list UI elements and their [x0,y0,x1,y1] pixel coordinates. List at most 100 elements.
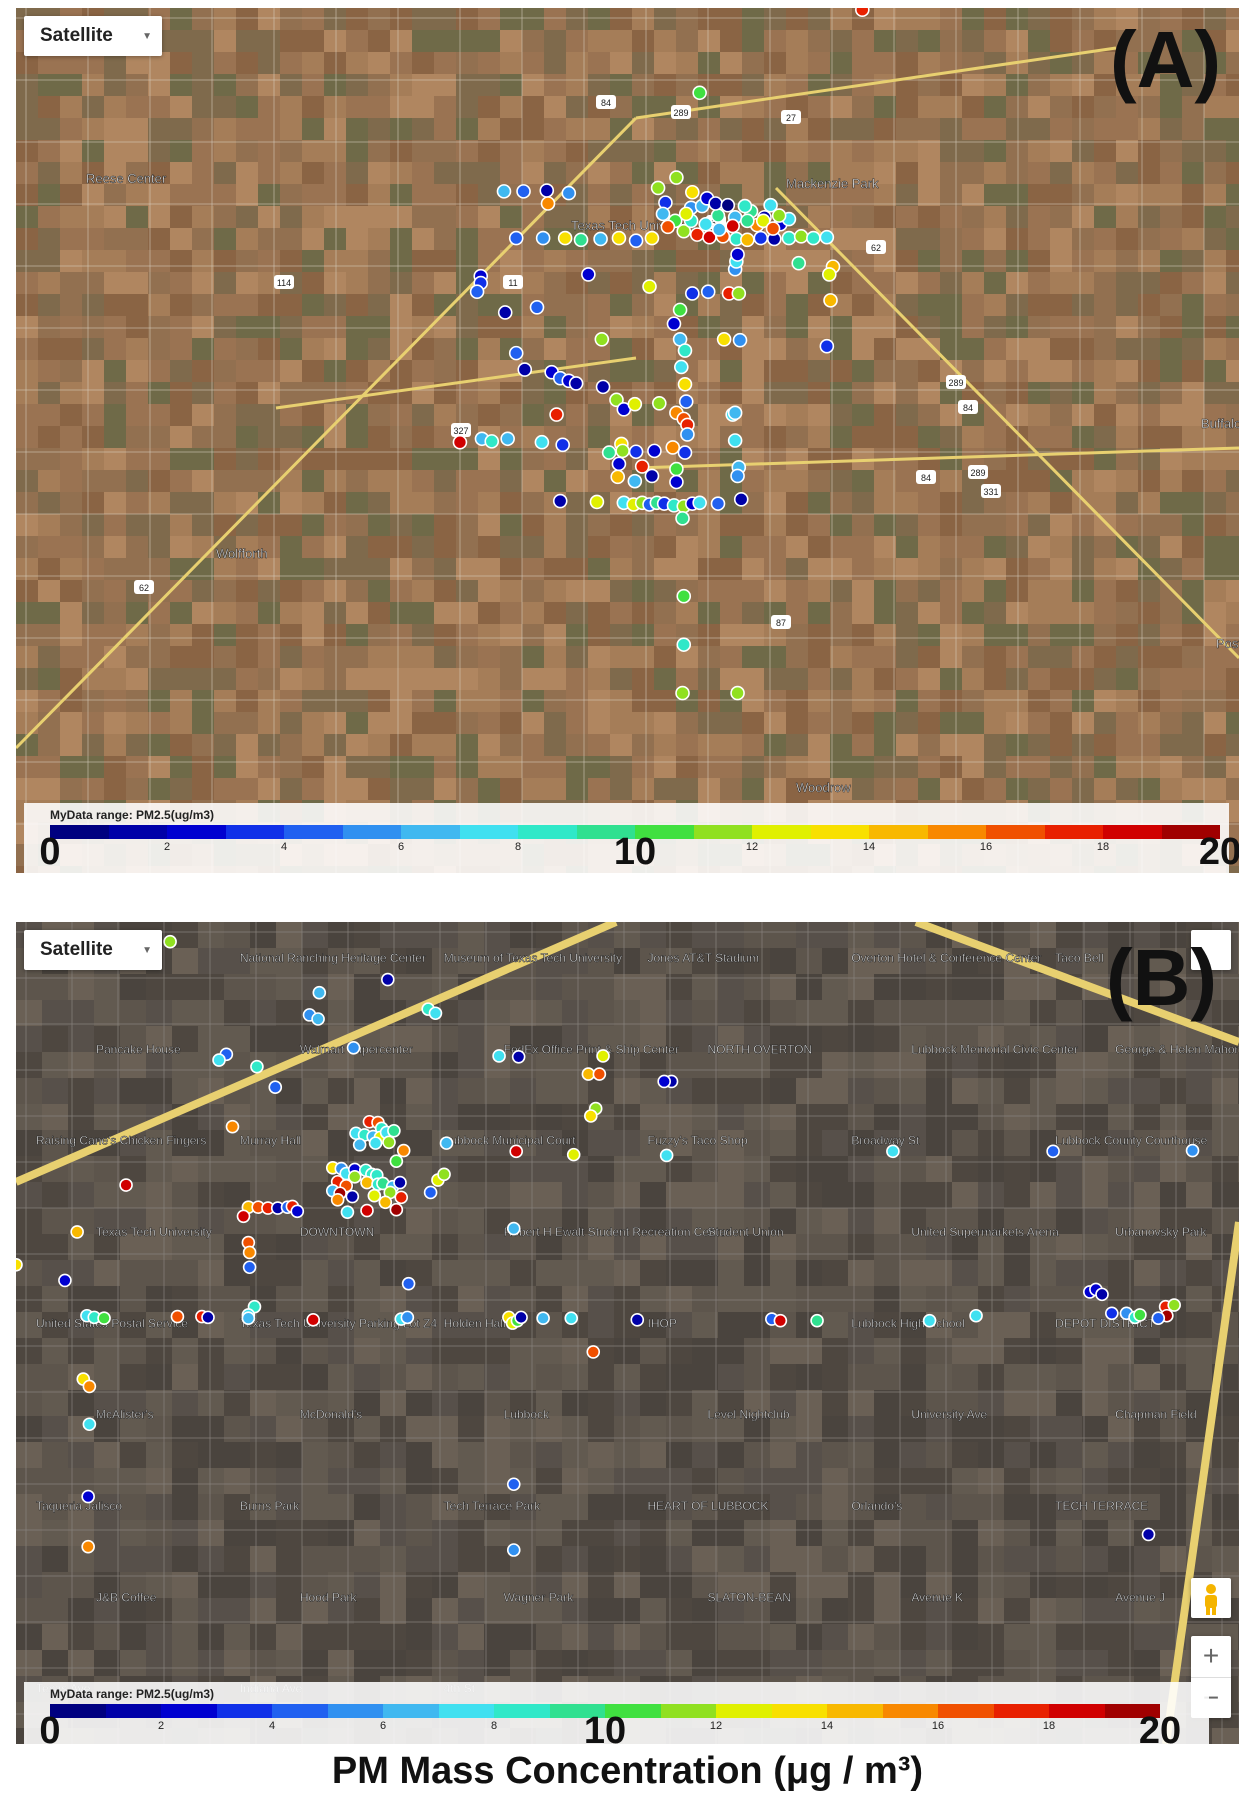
pm25-data-point[interactable] [1046,1144,1060,1159]
pm25-data-point[interactable] [740,213,755,229]
map-type-selector[interactable]: Satellite ▼ [24,930,162,970]
pm25-data-point[interactable] [552,493,568,509]
pm25-data-point[interactable] [615,443,630,459]
pm25-data-point[interactable] [368,1136,383,1150]
pm25-data-point[interactable] [733,492,749,507]
fullscreen-button[interactable] [1191,930,1231,970]
pm25-data-point[interactable] [727,433,743,448]
pm25-data-point[interactable] [886,1144,900,1159]
pm25-data-point[interactable] [508,230,524,246]
pm25-data-point[interactable] [642,279,657,294]
pm25-data-point[interactable] [16,1257,23,1272]
pm25-data-point[interactable] [81,1539,95,1554]
pm25-data-point[interactable] [423,1185,438,1200]
pm25-data-point[interactable] [564,1311,579,1326]
pm25-data-point[interactable] [312,985,327,1000]
pm25-data-point[interactable] [496,184,512,199]
pm25-data-point[interactable] [1141,1527,1156,1542]
zoom-control[interactable]: + − [1191,1636,1231,1718]
pm25-data-point[interactable] [566,1147,581,1162]
pm25-data-point[interactable] [610,469,626,485]
pm25-data-point[interactable] [484,434,500,449]
pm25-data-point[interactable] [573,232,589,248]
pm25-data-point[interactable] [765,221,781,236]
pm25-data-point[interactable] [595,379,611,395]
pm25-data-point[interactable] [225,1119,240,1134]
pm25-data-point[interactable] [330,1193,345,1207]
pm25-data-point[interactable] [674,359,689,375]
pm25-data-point[interactable] [855,8,870,18]
pm25-data-point[interactable] [791,255,807,271]
pm25-data-point[interactable] [584,1109,598,1123]
pm25-data-point[interactable] [692,85,707,101]
pm25-data-point[interactable] [306,1313,320,1327]
pm25-data-point[interactable] [516,184,531,199]
pm25-data-point[interactable] [594,331,610,347]
pm25-data-point[interactable] [536,1311,550,1326]
pm25-data-point[interactable] [969,1308,983,1323]
pm25-data-point[interactable] [716,331,732,347]
pm25-data-point[interactable] [534,434,550,450]
pm25-data-point[interactable] [389,1154,404,1169]
map-panel-b[interactable]: Heritage ApartmentsNational Ranching Her… [16,922,1239,1744]
pm25-data-point[interactable] [586,1345,601,1359]
pm25-data-point[interactable] [680,427,695,442]
pm25-data-point[interactable] [539,183,555,198]
pm25-data-point[interactable] [58,1273,72,1288]
pm25-data-point[interactable] [514,1310,528,1325]
pm25-data-point[interactable] [389,1202,404,1217]
pm25-data-point[interactable] [669,474,684,490]
pm25-data-point[interactable] [592,1067,607,1081]
pm25-data-point[interactable] [676,637,692,652]
pm25-data-point[interactable] [119,1178,133,1192]
pm25-data-point[interactable] [394,1190,409,1205]
pm25-data-point[interactable] [1095,1287,1109,1302]
pm25-data-point[interactable] [241,1311,256,1326]
pm25-data-point[interactable] [677,376,693,392]
pm25-data-point[interactable] [360,1203,374,1218]
pm25-data-point[interactable] [555,437,570,453]
pm25-data-point[interactable] [821,267,837,282]
pm25-data-point[interactable] [549,407,564,422]
pm25-data-point[interactable] [922,1313,937,1328]
pm25-data-point[interactable] [773,1313,788,1328]
pm25-data-point[interactable] [236,1209,251,1224]
pm25-data-point[interactable] [692,495,707,511]
pm25-data-point[interactable] [212,1053,226,1067]
pm25-data-point[interactable] [611,456,627,472]
pm25-data-point[interactable] [657,1074,671,1089]
pm25-data-point[interactable] [497,305,513,320]
pm25-data-point[interactable] [589,494,605,510]
pm25-data-point[interactable] [698,216,714,232]
pm25-data-point[interactable] [781,230,797,246]
pm25-data-point[interactable] [793,229,809,244]
pm25-data-point[interactable] [755,213,771,229]
pm25-data-point[interactable] [720,197,736,213]
pm25-data-point[interactable] [581,267,596,282]
pm25-data-point[interactable] [170,1309,185,1324]
pm25-data-point[interactable] [1151,1311,1166,1326]
pm25-data-point[interactable] [506,1221,521,1236]
pm25-data-point[interactable] [659,1148,674,1163]
pm25-data-point[interactable] [428,1006,443,1021]
pm25-data-point[interactable] [678,394,694,409]
pm25-data-point[interactable] [97,1311,111,1326]
pm25-data-point[interactable] [669,461,684,477]
pm25-data-point[interactable] [540,196,556,211]
pm25-data-point[interactable] [771,208,787,223]
pm25-data-point[interactable] [268,1080,283,1095]
pm25-data-point[interactable] [511,1050,526,1064]
pm25-data-point[interactable] [740,232,755,248]
pm25-data-point[interactable] [666,316,682,332]
pm25-data-point[interactable] [347,1170,362,1184]
pm25-data-point[interactable] [382,1135,396,1150]
pm25-data-point[interactable] [1167,1298,1181,1312]
pm25-data-point[interactable] [1133,1308,1147,1322]
pm25-data-point[interactable] [437,1167,451,1182]
pm25-data-point[interactable] [163,934,177,949]
pm25-data-point[interactable] [360,1175,374,1190]
pm25-data-point[interactable] [710,208,726,223]
pm25-data-point[interactable] [700,284,716,300]
pm25-data-point[interactable] [651,396,667,411]
